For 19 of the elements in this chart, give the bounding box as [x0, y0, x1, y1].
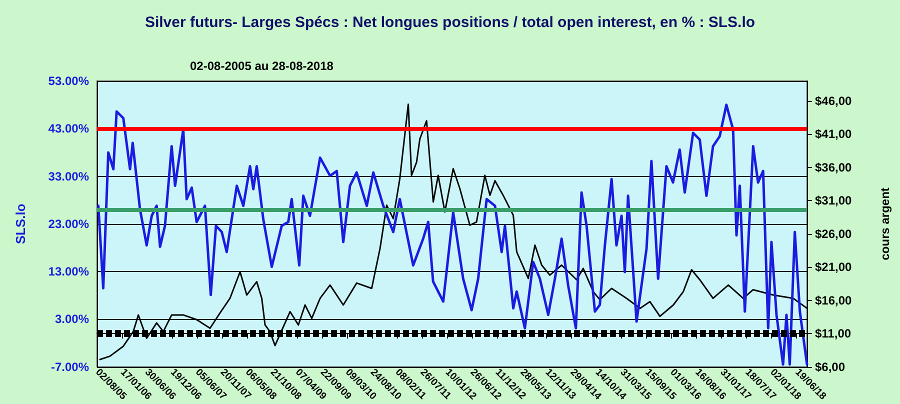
- y-tick-label: 13.00%: [48, 264, 90, 279]
- y-axis-title: SLS.lo: [13, 204, 28, 244]
- y2-tick-label: $41,00: [815, 127, 852, 142]
- y2-tick-label: $11,00: [815, 326, 852, 341]
- y2-tick-label: $36,00: [815, 160, 852, 174]
- y-tick-label: 53.00%: [48, 74, 90, 88]
- y-tick-label: -7.00%: [50, 360, 90, 374]
- chart-title: Silver futurs- Larges Spécs : Net longues positions / total open interest, en % : SLS.lo: [144, 14, 756, 31]
- y2-tick-label: $21,00: [815, 260, 852, 274]
- y2-tick-label: $16,00: [815, 293, 852, 308]
- y-tick-label: 3.00%: [54, 312, 90, 326]
- y2-tick-label: $26,00: [815, 226, 852, 241]
- y2-tick-label: $31,00: [815, 194, 852, 208]
- y2-tick-label: $46,00: [815, 94, 852, 108]
- y-tick-label: 23.00%: [48, 216, 90, 231]
- y-tick-label: 43.00%: [48, 122, 90, 136]
- chart-subtitle: 02-08-2005 au 28-08-2018: [190, 59, 334, 73]
- y2-axis-title: cours argent: [878, 188, 892, 260]
- y-tick-label: 33.00%: [48, 169, 90, 184]
